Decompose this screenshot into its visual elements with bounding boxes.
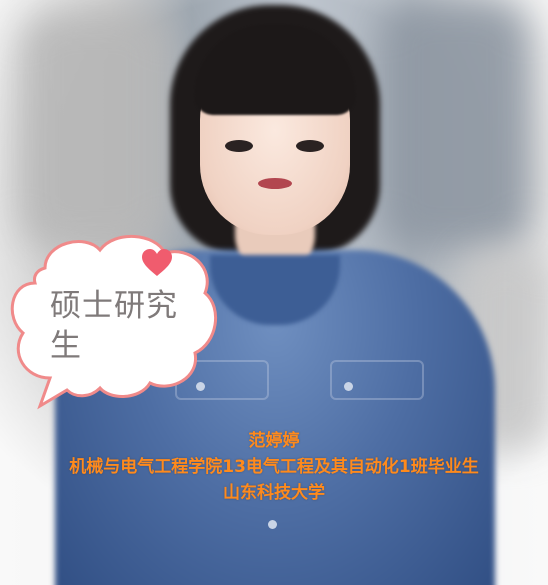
caption-university: 山东科技大学 <box>223 483 325 503</box>
background-blur-right <box>380 0 530 250</box>
shirt-button <box>268 520 277 529</box>
shirt-button <box>344 382 353 391</box>
caption-department: 机械与电气工程学院13电气工程及其自动化1班毕业生 <box>69 457 479 477</box>
heart-icon <box>142 249 172 276</box>
degree-badge-line1: 硕士研究 <box>50 288 178 324</box>
speech-bubble <box>10 235 218 410</box>
right-eye <box>296 140 324 152</box>
degree-badge-text: 硕士研究 生 <box>50 286 200 366</box>
speech-bubble-shape <box>10 235 218 410</box>
caption-name: 范婷婷 <box>248 431 300 451</box>
mouth <box>258 178 292 189</box>
left-eye <box>225 140 253 152</box>
background-blur-left <box>20 10 170 250</box>
shirt-pocket-right <box>330 360 424 400</box>
degree-badge-line2: 生 <box>50 328 82 364</box>
shirt-button <box>196 382 205 391</box>
